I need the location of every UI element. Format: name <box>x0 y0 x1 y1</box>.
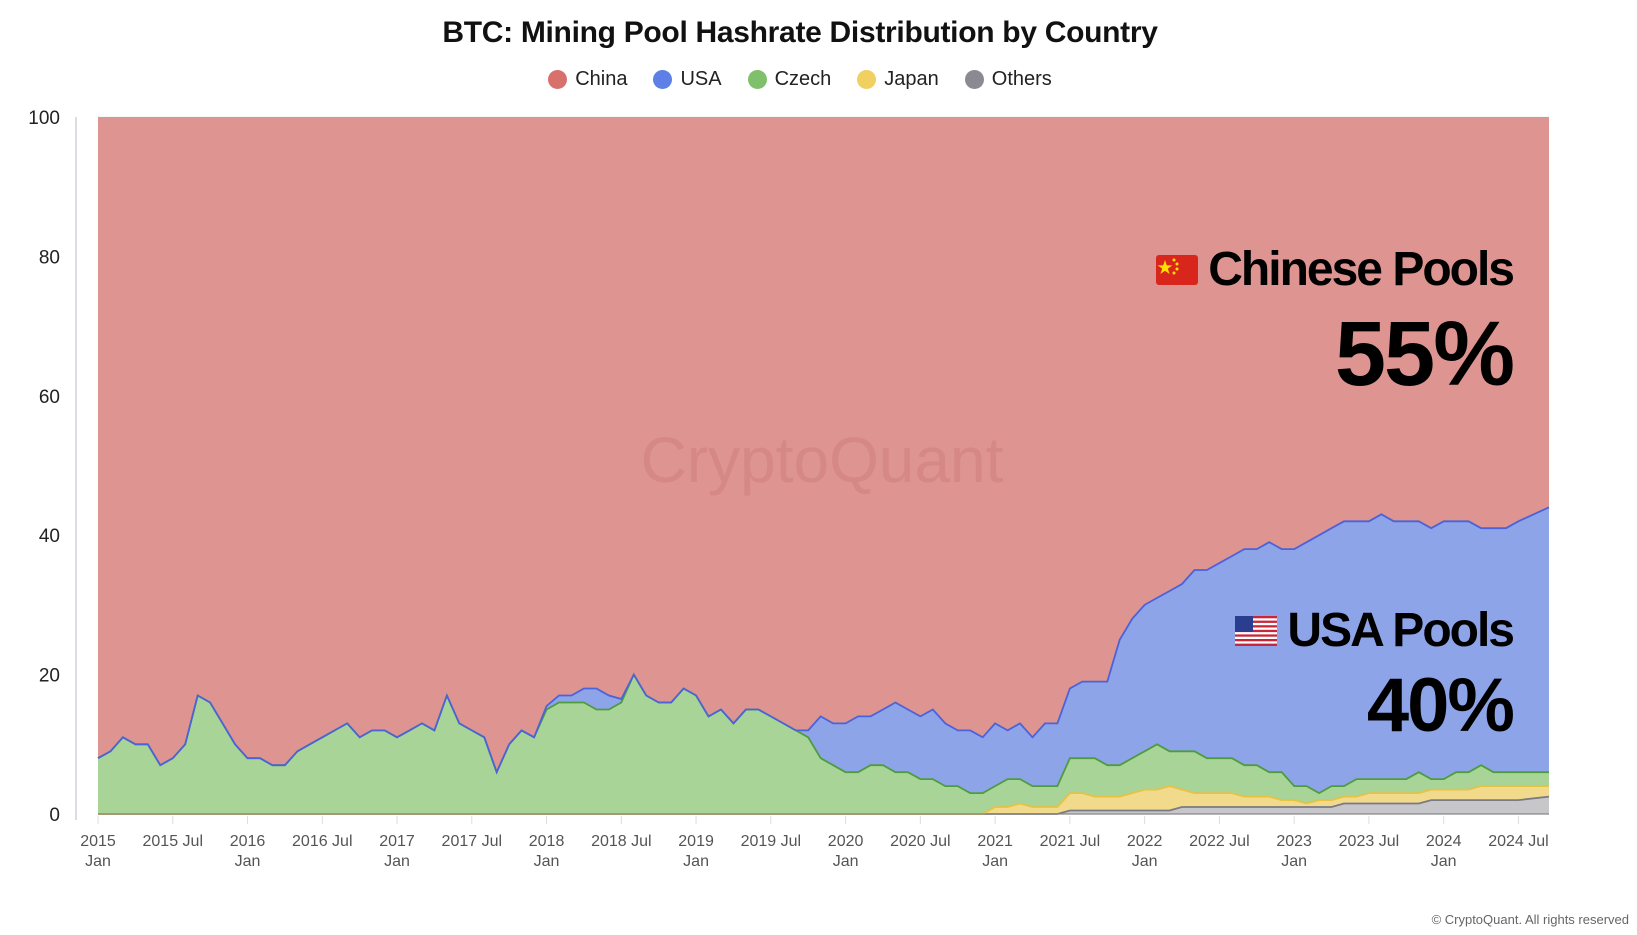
legend-label: Japan <box>884 68 939 90</box>
x-tick-label: 2019 <box>678 833 714 850</box>
usa-pools-label: USA Pools <box>1287 604 1515 657</box>
area-czech <box>98 674 1549 814</box>
x-tick-label: 2015 Jul <box>143 833 204 850</box>
area-japan <box>98 786 1549 814</box>
line-usa <box>97 506 1550 775</box>
area-usa <box>98 507 1549 794</box>
x-tick-sublabel: Jan <box>384 853 410 870</box>
legend-dot-japan <box>857 70 877 89</box>
x-tick-label: 2021 Jul <box>1040 833 1101 850</box>
x-tick-label: 2021 <box>977 833 1013 850</box>
chinese-pools-value: 55% <box>1334 303 1515 405</box>
legend-item-china[interactable]: China <box>548 68 627 91</box>
y-tick-label: 80 <box>39 247 60 268</box>
x-tick-sublabel: Jan <box>235 853 261 870</box>
legend-item-others[interactable]: Others <box>964 68 1052 91</box>
y-tick-label: 40 <box>39 526 60 547</box>
area-others <box>98 796 1549 814</box>
legend-label: Czech <box>774 68 832 90</box>
usa-pools-value: 40% <box>1366 663 1515 748</box>
x-tick-sublabel: Jan <box>1281 853 1307 870</box>
legend-dot-others <box>964 70 984 89</box>
x-tick-label: 2020 <box>828 833 864 850</box>
x-tick-label: 2022 Jul <box>1189 833 1250 850</box>
chinese-pools-annotation: Chinese Pools <box>1156 242 1515 297</box>
legend-dot-usa <box>653 70 673 89</box>
legend-item-czech[interactable]: Czech <box>747 68 832 91</box>
x-tick-label: 2016 <box>230 833 266 850</box>
usa-flag-icon <box>1235 615 1278 646</box>
y-tick-label: 20 <box>39 666 60 687</box>
x-tick-sublabel: Jan <box>534 853 560 870</box>
x-tick-label: 2017 <box>379 833 415 850</box>
y-tick-label: 60 <box>39 387 60 408</box>
chart-title: BTC: Mining Pool Hashrate Distribution b… <box>442 16 1158 49</box>
x-tick-label: 2022 <box>1127 833 1163 850</box>
x-tick-label: 2018 <box>529 833 565 850</box>
x-tick-sublabel: Jan <box>982 853 1008 870</box>
legend-item-japan[interactable]: Japan <box>857 68 939 91</box>
y-tick-label: 0 <box>49 805 60 826</box>
x-tick-label: 2023 Jul <box>1339 833 1400 850</box>
copyright: © CryptoQuant. All rights reserved <box>1431 912 1629 927</box>
legend-label: USA <box>680 68 722 90</box>
watermark: CryptoQuant <box>641 424 1004 496</box>
x-tick-label: 2015 <box>80 833 116 850</box>
legend-label: Others <box>991 68 1052 90</box>
x-tick-sublabel: Jan <box>85 853 111 870</box>
x-tick-sublabel: Jan <box>1431 853 1457 870</box>
x-tick-label: 2017 Jul <box>442 833 503 850</box>
chinese-pools-label: Chinese Pools <box>1208 243 1515 296</box>
x-tick-sublabel: Jan <box>683 853 709 870</box>
x-tick-sublabel: Jan <box>833 853 859 870</box>
x-tick-label: 2016 Jul <box>292 833 353 850</box>
x-tick-sublabel: Jan <box>1132 853 1158 870</box>
x-tick-label: 2020 Jul <box>890 833 951 850</box>
x-tick-label: 2024 <box>1426 833 1462 850</box>
usa-pools-annotation: USA Pools <box>1235 603 1515 658</box>
legend-label: China <box>575 68 628 90</box>
legend-item-usa[interactable]: USA <box>653 68 722 91</box>
china-flag-icon <box>1156 254 1199 285</box>
x-tick-label: 2018 Jul <box>591 833 652 850</box>
legend: China USA Czech Japan Others <box>0 68 1600 91</box>
legend-dot-czech <box>747 70 767 89</box>
x-tick-label: 2023 <box>1276 833 1312 850</box>
x-tick-label: 2024 Jul <box>1488 833 1549 850</box>
legend-dot-china <box>548 70 568 89</box>
x-tick-label: 2019 Jul <box>741 833 802 850</box>
y-tick-label: 100 <box>28 108 60 129</box>
